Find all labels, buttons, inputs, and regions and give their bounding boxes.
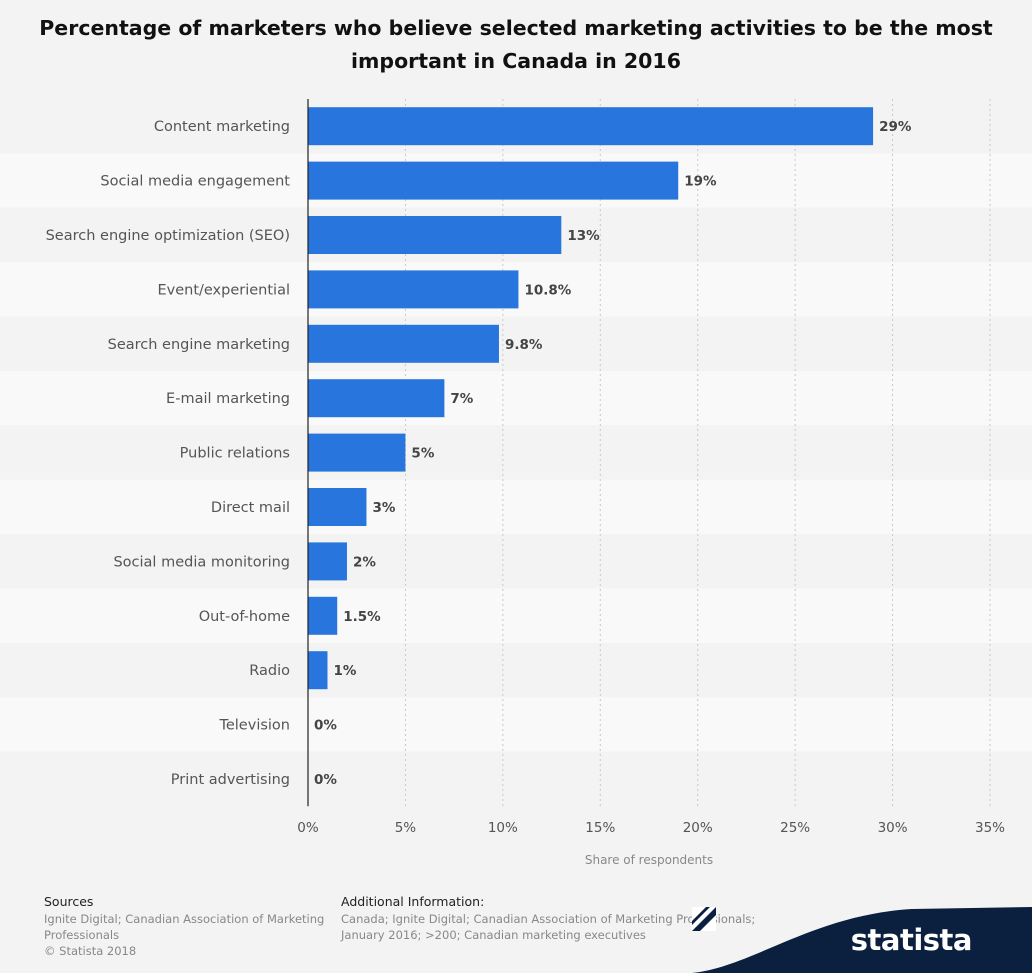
row-band xyxy=(0,425,1032,480)
value-label: 19% xyxy=(684,174,717,190)
category-label: Content marketing xyxy=(154,119,290,135)
value-label: 10.8% xyxy=(524,282,571,298)
row-band xyxy=(0,643,1032,698)
value-labels: 29% 19% 13% 10.8% 9.8% 7% 5% 3% 2% 1.5% 1% 0% 0% xyxy=(314,119,912,788)
bar[interactable] xyxy=(308,596,338,635)
x-tick-label: 0% xyxy=(297,820,319,836)
additional-info-block: Additional Information: Canada; Ignite D… xyxy=(341,894,771,943)
x-tick-label: 15% xyxy=(585,820,615,836)
x-tick-label: 20% xyxy=(683,820,713,836)
value-label: 9.8% xyxy=(505,337,543,353)
row-bands xyxy=(0,99,1032,807)
category-label: Out-of-home xyxy=(199,609,290,625)
category-label: Search engine marketing xyxy=(108,337,290,353)
category-label: Television xyxy=(218,718,290,734)
category-label: Event/experiential xyxy=(157,282,290,298)
x-tick-label: 10% xyxy=(488,820,518,836)
x-tick-label: 5% xyxy=(395,820,417,836)
value-label: 3% xyxy=(372,500,395,516)
category-labels: Content marketing Social media engagement… xyxy=(46,119,291,788)
copyright-text: © Statista 2018 xyxy=(44,944,137,958)
category-label: Direct mail xyxy=(211,500,290,516)
bar[interactable] xyxy=(308,270,519,309)
bar[interactable] xyxy=(308,433,406,472)
x-tick-label: 30% xyxy=(878,820,908,836)
footer: Sources Ignite Digital; Canadian Associa… xyxy=(0,880,1032,973)
bar[interactable] xyxy=(308,651,328,690)
additional-info-header: Additional Information: xyxy=(341,894,485,909)
value-label: 29% xyxy=(879,119,912,135)
logo-text: statista xyxy=(850,923,973,957)
category-label: Social media engagement xyxy=(100,174,290,190)
sources-text: Ignite Digital; Canadian Association of … xyxy=(44,912,325,942)
row-band xyxy=(0,697,1032,752)
bar[interactable] xyxy=(308,324,499,363)
row-band xyxy=(0,371,1032,426)
category-label: E-mail marketing xyxy=(166,391,290,407)
category-label: Print advertising xyxy=(171,772,290,788)
value-label: 1.5% xyxy=(343,609,381,625)
value-label: 7% xyxy=(450,391,473,407)
value-label: 1% xyxy=(333,663,356,679)
bars xyxy=(308,107,874,690)
bar[interactable] xyxy=(308,488,367,526)
row-band xyxy=(0,751,1032,807)
category-label: Social media monitoring xyxy=(113,554,290,570)
bar[interactable] xyxy=(308,107,874,146)
value-label: 13% xyxy=(567,228,600,244)
x-tick-label: 25% xyxy=(780,820,810,836)
sources-header: Sources xyxy=(44,894,94,909)
additional-info-text: Canada; Ignite Digital; Canadian Associa… xyxy=(341,912,756,942)
bar[interactable] xyxy=(308,161,679,200)
chart-title: Percentage of marketers who believe sele… xyxy=(39,16,993,73)
bar-chart: Content marketing Social media engagement… xyxy=(0,99,1032,868)
statista-logo[interactable]: statista xyxy=(692,907,1032,973)
value-label: 2% xyxy=(353,554,376,570)
bar[interactable] xyxy=(308,542,347,581)
row-band xyxy=(0,316,1032,371)
row-band xyxy=(0,479,1032,535)
x-tick-labels: 0% 5% 10% 15% 20% 25% 30% 35% xyxy=(297,820,1005,836)
bar[interactable] xyxy=(308,379,445,418)
value-label: 5% xyxy=(411,446,434,462)
row-band xyxy=(0,588,1032,643)
value-label: 0% xyxy=(314,772,337,788)
category-label: Search engine optimization (SEO) xyxy=(46,228,290,244)
sources-block: Sources Ignite Digital; Canadian Associa… xyxy=(44,894,344,959)
logo-background-shape xyxy=(692,907,1032,973)
x-axis-title: Share of respondents xyxy=(585,853,713,867)
x-tick-label: 35% xyxy=(975,820,1005,836)
row-band xyxy=(0,534,1032,589)
bar[interactable] xyxy=(308,216,562,254)
category-label: Public relations xyxy=(180,446,290,462)
statista-flag-icon xyxy=(692,907,716,931)
value-label: 0% xyxy=(314,718,337,734)
category-label: Radio xyxy=(249,663,290,679)
